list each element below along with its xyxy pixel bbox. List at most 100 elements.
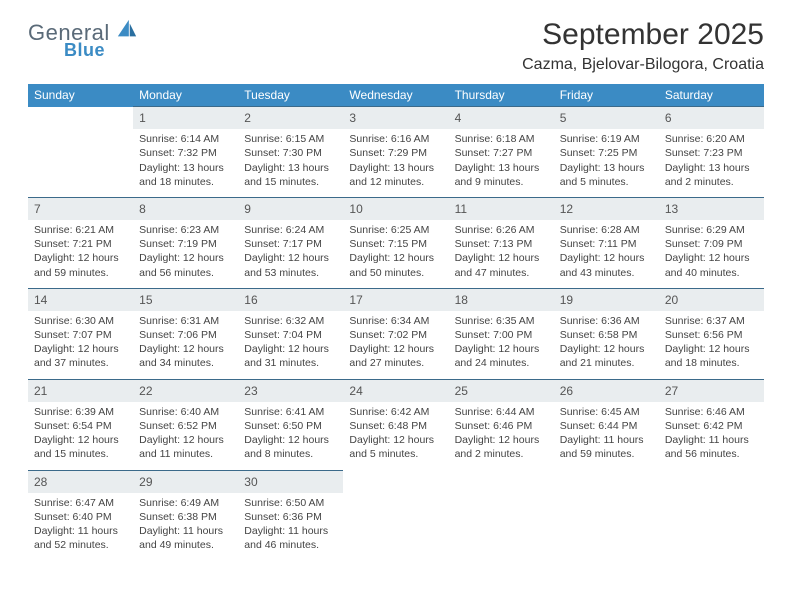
- day-content-cell: Sunrise: 6:19 AMSunset: 7:25 PMDaylight:…: [554, 129, 659, 197]
- day-number-cell: [28, 107, 133, 130]
- day-number-cell: 27: [659, 379, 764, 402]
- day2-text: and 31 minutes.: [244, 356, 337, 370]
- brand-text: General Blue: [28, 18, 138, 61]
- weekday-header: Saturday: [659, 84, 764, 107]
- day1-text: Daylight: 12 hours: [560, 342, 653, 356]
- day-number-row: 78910111213: [28, 197, 764, 220]
- day2-text: and 15 minutes.: [34, 447, 127, 461]
- sunrise-text: Sunrise: 6:24 AM: [244, 223, 337, 237]
- day-content-cell: Sunrise: 6:40 AMSunset: 6:52 PMDaylight:…: [133, 402, 238, 470]
- sunrise-text: Sunrise: 6:23 AM: [139, 223, 232, 237]
- day-content-cell: Sunrise: 6:16 AMSunset: 7:29 PMDaylight:…: [343, 129, 448, 197]
- day-number-cell: [554, 470, 659, 493]
- day-number-cell: [449, 470, 554, 493]
- day-content-row: Sunrise: 6:30 AMSunset: 7:07 PMDaylight:…: [28, 311, 764, 379]
- day-number-cell: 21: [28, 379, 133, 402]
- weekday-header: Monday: [133, 84, 238, 107]
- day2-text: and 18 minutes.: [139, 175, 232, 189]
- day2-text: and 56 minutes.: [139, 266, 232, 280]
- day-content-cell: Sunrise: 6:37 AMSunset: 6:56 PMDaylight:…: [659, 311, 764, 379]
- sunrise-text: Sunrise: 6:44 AM: [455, 405, 548, 419]
- day2-text: and 27 minutes.: [349, 356, 442, 370]
- day-content-cell: Sunrise: 6:26 AMSunset: 7:13 PMDaylight:…: [449, 220, 554, 288]
- sunset-text: Sunset: 7:15 PM: [349, 237, 442, 251]
- day-number-cell: 4: [449, 107, 554, 130]
- day-content-cell: [449, 493, 554, 561]
- sunset-text: Sunset: 7:11 PM: [560, 237, 653, 251]
- sunrise-text: Sunrise: 6:35 AM: [455, 314, 548, 328]
- sunrise-text: Sunrise: 6:39 AM: [34, 405, 127, 419]
- day1-text: Daylight: 13 hours: [455, 161, 548, 175]
- day1-text: Daylight: 12 hours: [349, 251, 442, 265]
- sunset-text: Sunset: 6:36 PM: [244, 510, 337, 524]
- day-number-row: 123456: [28, 107, 764, 130]
- weekday-header-row: Sunday Monday Tuesday Wednesday Thursday…: [28, 84, 764, 107]
- day2-text: and 50 minutes.: [349, 266, 442, 280]
- sunset-text: Sunset: 6:48 PM: [349, 419, 442, 433]
- day-content-cell: Sunrise: 6:34 AMSunset: 7:02 PMDaylight:…: [343, 311, 448, 379]
- sunrise-text: Sunrise: 6:40 AM: [139, 405, 232, 419]
- sunset-text: Sunset: 6:44 PM: [560, 419, 653, 433]
- weekday-header: Wednesday: [343, 84, 448, 107]
- day-content-cell: Sunrise: 6:23 AMSunset: 7:19 PMDaylight:…: [133, 220, 238, 288]
- day1-text: Daylight: 12 hours: [455, 251, 548, 265]
- day2-text: and 59 minutes.: [34, 266, 127, 280]
- calendar-table: Sunday Monday Tuesday Wednesday Thursday…: [28, 84, 764, 560]
- day1-text: Daylight: 12 hours: [665, 342, 758, 356]
- day2-text: and 2 minutes.: [665, 175, 758, 189]
- day-content-cell: Sunrise: 6:30 AMSunset: 7:07 PMDaylight:…: [28, 311, 133, 379]
- weekday-header: Thursday: [449, 84, 554, 107]
- day-content-row: Sunrise: 6:14 AMSunset: 7:32 PMDaylight:…: [28, 129, 764, 197]
- sunrise-text: Sunrise: 6:50 AM: [244, 496, 337, 510]
- sunrise-text: Sunrise: 6:21 AM: [34, 223, 127, 237]
- sunset-text: Sunset: 7:17 PM: [244, 237, 337, 251]
- day1-text: Daylight: 13 hours: [244, 161, 337, 175]
- day1-text: Daylight: 12 hours: [34, 342, 127, 356]
- day2-text: and 11 minutes.: [139, 447, 232, 461]
- day1-text: Daylight: 12 hours: [139, 251, 232, 265]
- day-number-row: 14151617181920: [28, 288, 764, 311]
- brand-logo: General Blue: [28, 18, 138, 61]
- day-content-cell: Sunrise: 6:36 AMSunset: 6:58 PMDaylight:…: [554, 311, 659, 379]
- sunset-text: Sunset: 7:25 PM: [560, 146, 653, 160]
- weekday-header: Friday: [554, 84, 659, 107]
- sunset-text: Sunset: 7:09 PM: [665, 237, 758, 251]
- sunrise-text: Sunrise: 6:15 AM: [244, 132, 337, 146]
- day1-text: Daylight: 11 hours: [560, 433, 653, 447]
- day2-text: and 9 minutes.: [455, 175, 548, 189]
- day2-text: and 8 minutes.: [244, 447, 337, 461]
- day-content-cell: [659, 493, 764, 561]
- day-number-cell: 26: [554, 379, 659, 402]
- day2-text: and 46 minutes.: [244, 538, 337, 552]
- day-number-cell: 20: [659, 288, 764, 311]
- day-number-cell: [343, 470, 448, 493]
- day-content-cell: Sunrise: 6:18 AMSunset: 7:27 PMDaylight:…: [449, 129, 554, 197]
- day1-text: Daylight: 12 hours: [139, 433, 232, 447]
- title-block: September 2025 Cazma, Bjelovar-Bilogora,…: [522, 18, 764, 74]
- sunset-text: Sunset: 7:21 PM: [34, 237, 127, 251]
- day-number-cell: 12: [554, 197, 659, 220]
- day-content-cell: Sunrise: 6:44 AMSunset: 6:46 PMDaylight:…: [449, 402, 554, 470]
- sunset-text: Sunset: 7:30 PM: [244, 146, 337, 160]
- day-content-cell: Sunrise: 6:45 AMSunset: 6:44 PMDaylight:…: [554, 402, 659, 470]
- day-number-cell: 15: [133, 288, 238, 311]
- day-number-cell: 22: [133, 379, 238, 402]
- day-number-cell: 3: [343, 107, 448, 130]
- day2-text: and 34 minutes.: [139, 356, 232, 370]
- sunset-text: Sunset: 7:29 PM: [349, 146, 442, 160]
- day2-text: and 40 minutes.: [665, 266, 758, 280]
- day-content-cell: [343, 493, 448, 561]
- day-number-cell: 13: [659, 197, 764, 220]
- day-content-cell: Sunrise: 6:24 AMSunset: 7:17 PMDaylight:…: [238, 220, 343, 288]
- header: General Blue September 2025 Cazma, Bjelo…: [28, 18, 764, 74]
- sunset-text: Sunset: 6:42 PM: [665, 419, 758, 433]
- day-number-cell: 8: [133, 197, 238, 220]
- day-number-cell: 7: [28, 197, 133, 220]
- day-content-cell: Sunrise: 6:41 AMSunset: 6:50 PMDaylight:…: [238, 402, 343, 470]
- sunrise-text: Sunrise: 6:46 AM: [665, 405, 758, 419]
- sunset-text: Sunset: 7:07 PM: [34, 328, 127, 342]
- day2-text: and 47 minutes.: [455, 266, 548, 280]
- day-content-cell: [554, 493, 659, 561]
- day-number-cell: 30: [238, 470, 343, 493]
- day-content-cell: Sunrise: 6:29 AMSunset: 7:09 PMDaylight:…: [659, 220, 764, 288]
